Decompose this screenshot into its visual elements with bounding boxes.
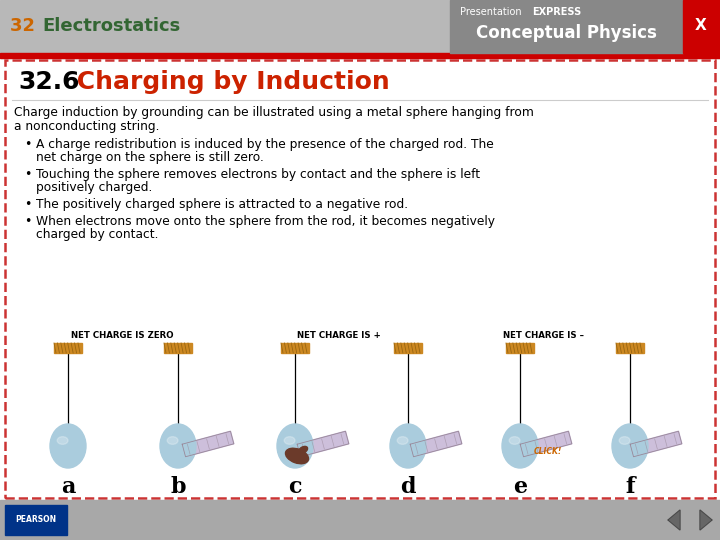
Text: 32.6: 32.6: [18, 70, 79, 94]
Ellipse shape: [167, 437, 178, 444]
Ellipse shape: [397, 437, 408, 444]
Text: f: f: [625, 476, 635, 498]
Bar: [0, 500, 720, 540]
Text: net charge on the sphere is still zero.: net charge on the sphere is still zero.: [36, 151, 264, 164]
Text: •: •: [24, 168, 32, 181]
Bar: [616, 343, 644, 353]
Ellipse shape: [277, 424, 313, 468]
Ellipse shape: [509, 437, 520, 444]
Bar: [683, 0, 720, 53]
Text: Charging by Induction: Charging by Induction: [68, 70, 390, 94]
Text: charged by contact.: charged by contact.: [36, 228, 158, 241]
Text: When electrons move onto the sphere from the rod, it becomes negatively: When electrons move onto the sphere from…: [36, 215, 495, 228]
Polygon shape: [630, 431, 682, 457]
Ellipse shape: [50, 424, 86, 468]
Text: Electrostatics: Electrostatics: [42, 17, 180, 35]
Text: A charge redistribution is induced by the presence of the charged rod. The: A charge redistribution is induced by th…: [36, 138, 494, 151]
Text: d: d: [400, 476, 415, 498]
Text: a: a: [60, 476, 75, 498]
Text: The positively charged sphere is attracted to a negative rod.: The positively charged sphere is attract…: [36, 198, 408, 211]
Bar: [0, 0, 720, 58]
Bar: [450, 0, 683, 53]
Bar: [394, 343, 422, 353]
Ellipse shape: [612, 424, 648, 468]
Polygon shape: [668, 510, 680, 530]
Text: positively charged.: positively charged.: [36, 181, 153, 194]
Bar: [164, 343, 192, 353]
Bar: [5, 505, 67, 535]
Ellipse shape: [390, 424, 426, 468]
Text: Charge induction by grounding can be illustrated using a metal sphere hanging fr: Charge induction by grounding can be ill…: [14, 106, 534, 119]
Polygon shape: [700, 510, 712, 530]
Text: Conceptual Physics: Conceptual Physics: [476, 24, 657, 42]
Text: NET CHARGE IS ZERO: NET CHARGE IS ZERO: [71, 331, 174, 340]
Text: e: e: [513, 476, 527, 498]
Polygon shape: [182, 431, 234, 457]
Text: •: •: [24, 198, 32, 211]
Polygon shape: [297, 431, 348, 457]
Text: c: c: [288, 476, 302, 498]
Text: 32: 32: [10, 17, 41, 35]
Bar: [54, 343, 82, 353]
FancyBboxPatch shape: [5, 60, 715, 498]
Bar: [281, 343, 309, 353]
Text: b: b: [170, 476, 186, 498]
Ellipse shape: [284, 437, 295, 444]
Text: EXPRESS: EXPRESS: [532, 7, 581, 17]
Text: PEARSON: PEARSON: [15, 516, 57, 524]
Text: X: X: [695, 18, 707, 33]
Ellipse shape: [298, 447, 307, 454]
Bar: [506, 343, 534, 353]
Ellipse shape: [502, 424, 538, 468]
Ellipse shape: [285, 448, 309, 464]
Text: •: •: [24, 138, 32, 151]
Text: NET CHARGE IS +: NET CHARGE IS +: [297, 331, 380, 340]
Text: •: •: [24, 215, 32, 228]
Polygon shape: [410, 431, 462, 457]
Text: a nonconducting string.: a nonconducting string.: [14, 120, 160, 133]
Polygon shape: [520, 431, 572, 457]
Bar: [0, 53, 720, 58]
Ellipse shape: [57, 437, 68, 444]
Text: NET CHARGE IS –: NET CHARGE IS –: [503, 331, 584, 340]
Ellipse shape: [619, 437, 630, 444]
Text: Presentation: Presentation: [460, 7, 521, 17]
Text: Touching the sphere removes electrons by contact and the sphere is left: Touching the sphere removes electrons by…: [36, 168, 480, 181]
Text: CLICK!: CLICK!: [534, 447, 562, 456]
Ellipse shape: [160, 424, 196, 468]
